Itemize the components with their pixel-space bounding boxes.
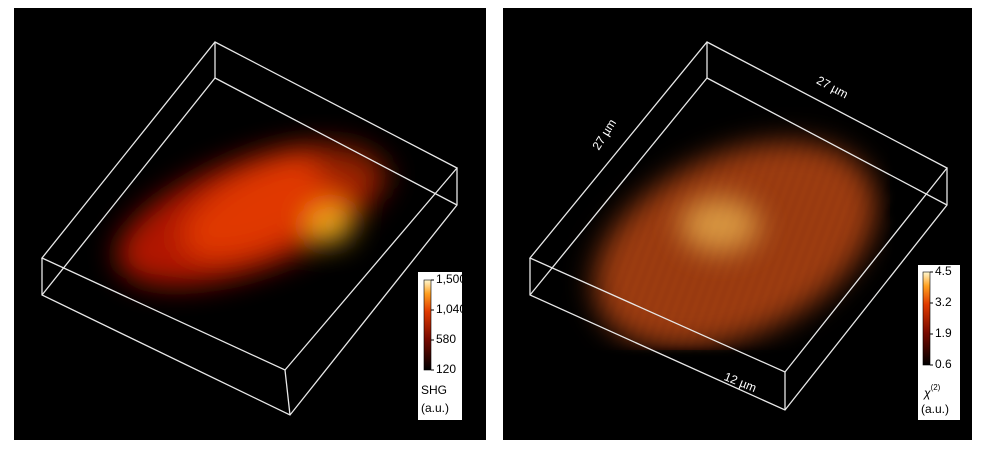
colorbar-tick-label: 1,040 <box>436 302 466 316</box>
colorbar-tick-label: 3.2 <box>935 295 952 309</box>
symbol: χ <box>923 386 931 400</box>
colorbar-tick-label: 120 <box>436 362 456 376</box>
superscript: (2) <box>931 383 941 392</box>
colorbar-tick-label: 1.9 <box>935 326 952 340</box>
colorbar-unit: (a.u.) <box>421 401 449 415</box>
colorbar-tick-label: 4.5 <box>935 264 952 278</box>
colorbar <box>922 271 931 366</box>
shg-volume <box>117 144 389 286</box>
colorbar-tick-label: 0.6 <box>935 357 952 371</box>
colorbar-label: SHG <box>421 383 447 397</box>
chi-volume <box>560 90 890 350</box>
colorbar <box>423 279 432 371</box>
volume-box <box>40 41 459 416</box>
colorbar-tick-label: 580 <box>436 332 456 346</box>
volume-box <box>528 41 948 411</box>
colorbar-tick-label: 1,500 <box>436 272 466 286</box>
colorbar-label: χ(2) <box>923 383 941 400</box>
colorbar-unit: (a.u.) <box>921 402 949 416</box>
